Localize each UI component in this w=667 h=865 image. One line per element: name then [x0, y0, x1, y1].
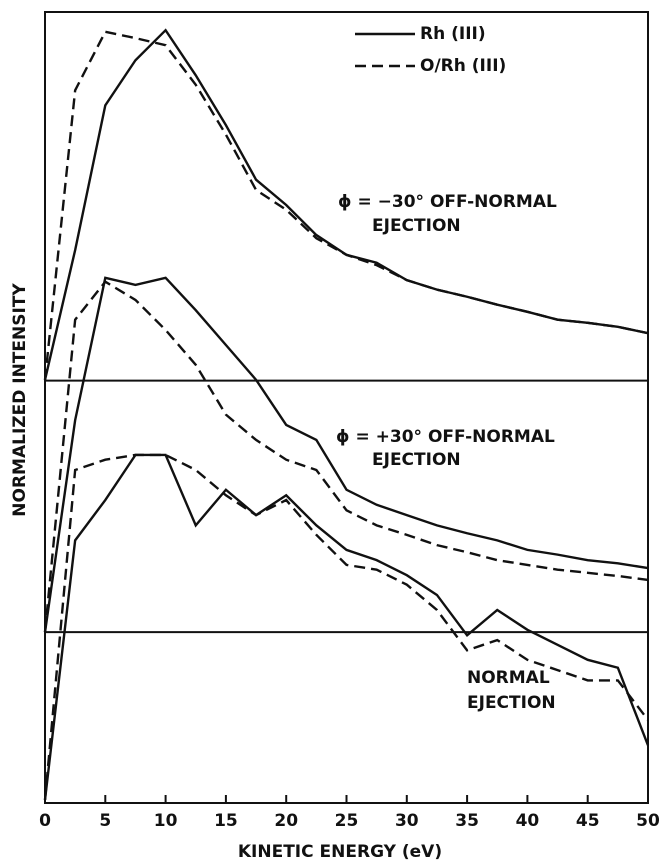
y-axis-label: NORMALIZED INTENSITY	[10, 283, 30, 517]
x-tick-label: 50	[636, 811, 660, 831]
annotation: EJECTION	[372, 216, 461, 236]
legend-label: Rh (III)	[420, 24, 486, 44]
x-tick-label: 10	[154, 811, 178, 831]
curve	[43, 453, 650, 800]
x-axis-label: KINETIC ENERGY (eV)	[238, 842, 442, 862]
annotation: EJECTION	[467, 693, 556, 713]
x-tick-label: 25	[335, 811, 359, 831]
x-tick-label: 0	[39, 811, 51, 831]
x-tick-label: 15	[214, 811, 238, 831]
annotation: ϕ = +30° OFF-NORMAL	[336, 427, 555, 447]
x-tick-label: 5	[99, 811, 111, 831]
x-tick-label: 45	[576, 811, 600, 831]
x-tick-label: 40	[516, 811, 540, 831]
curve	[43, 276, 649, 633]
legend-label: O/Rh (III)	[420, 56, 506, 76]
curve	[43, 30, 649, 380]
annotation: ϕ = −30° OFF-NORMAL	[338, 192, 557, 212]
annotation: NORMAL	[467, 668, 550, 688]
x-tick-label: 20	[274, 811, 298, 831]
plot-frame	[44, 11, 649, 804]
x-tick-label: 30	[395, 811, 419, 831]
annotation: EJECTION	[372, 450, 461, 470]
curve	[43, 280, 649, 633]
curve	[43, 453, 649, 800]
x-tick-label: 35	[455, 811, 479, 831]
